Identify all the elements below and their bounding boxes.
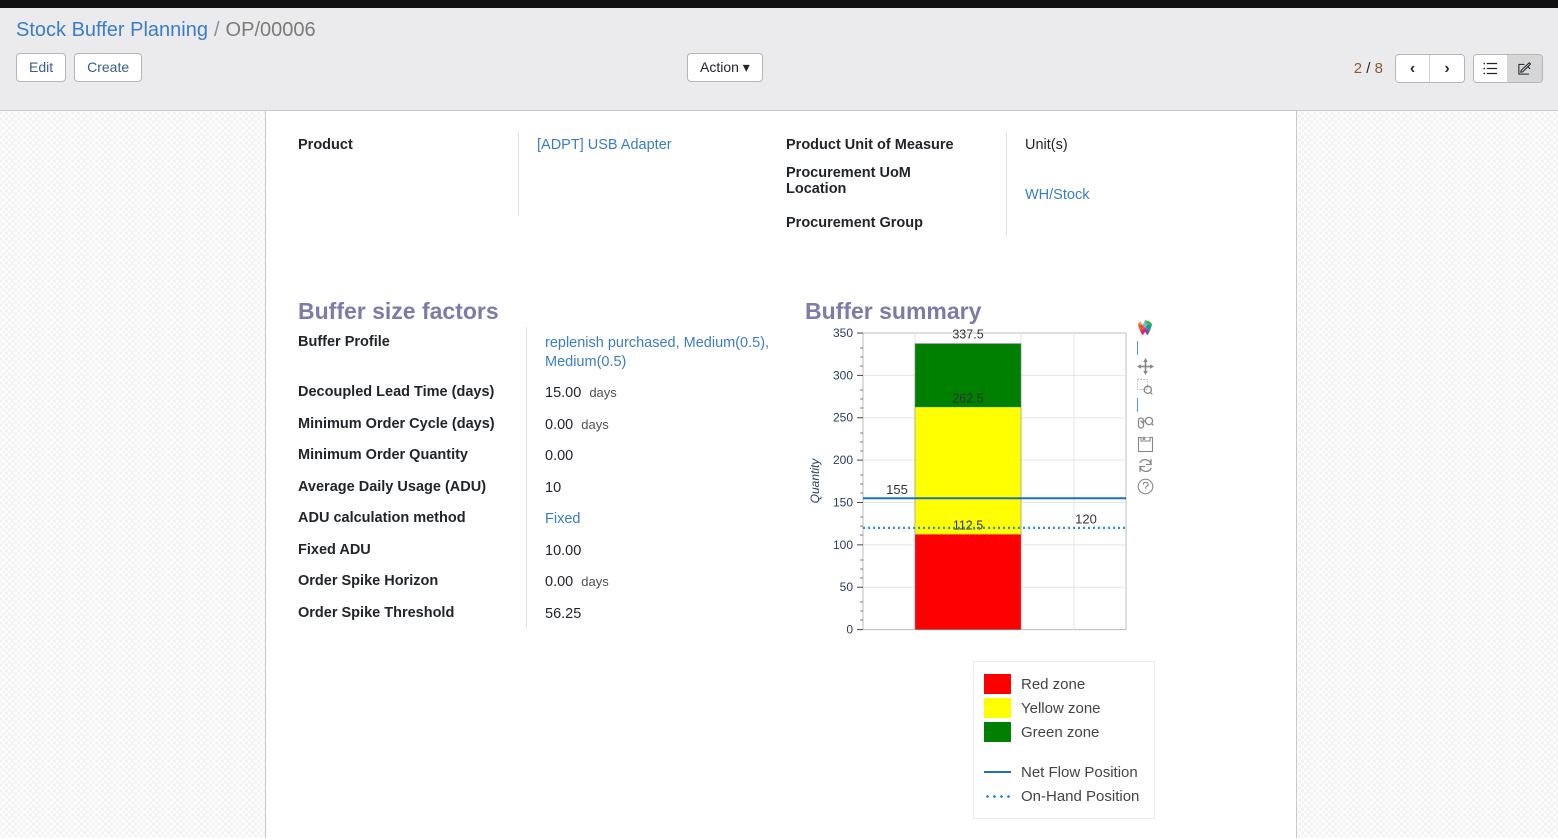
- svg-text:50: 50: [840, 580, 854, 594]
- svg-text:262.5: 262.5: [952, 392, 983, 406]
- svg-text:120: 120: [1075, 512, 1097, 527]
- svg-text:100: 100: [833, 538, 853, 552]
- svg-text:150: 150: [833, 495, 853, 509]
- svg-text:250: 250: [833, 411, 853, 425]
- svg-text:155: 155: [886, 482, 908, 497]
- svg-text:350: 350: [833, 326, 853, 340]
- svg-text:Quantity: Quantity: [808, 458, 822, 504]
- svg-text:337.5: 337.5: [952, 328, 983, 342]
- svg-text:112.5: 112.5: [953, 519, 983, 533]
- svg-text:0: 0: [846, 623, 853, 637]
- svg-text:200: 200: [833, 453, 853, 467]
- svg-text:300: 300: [833, 368, 853, 382]
